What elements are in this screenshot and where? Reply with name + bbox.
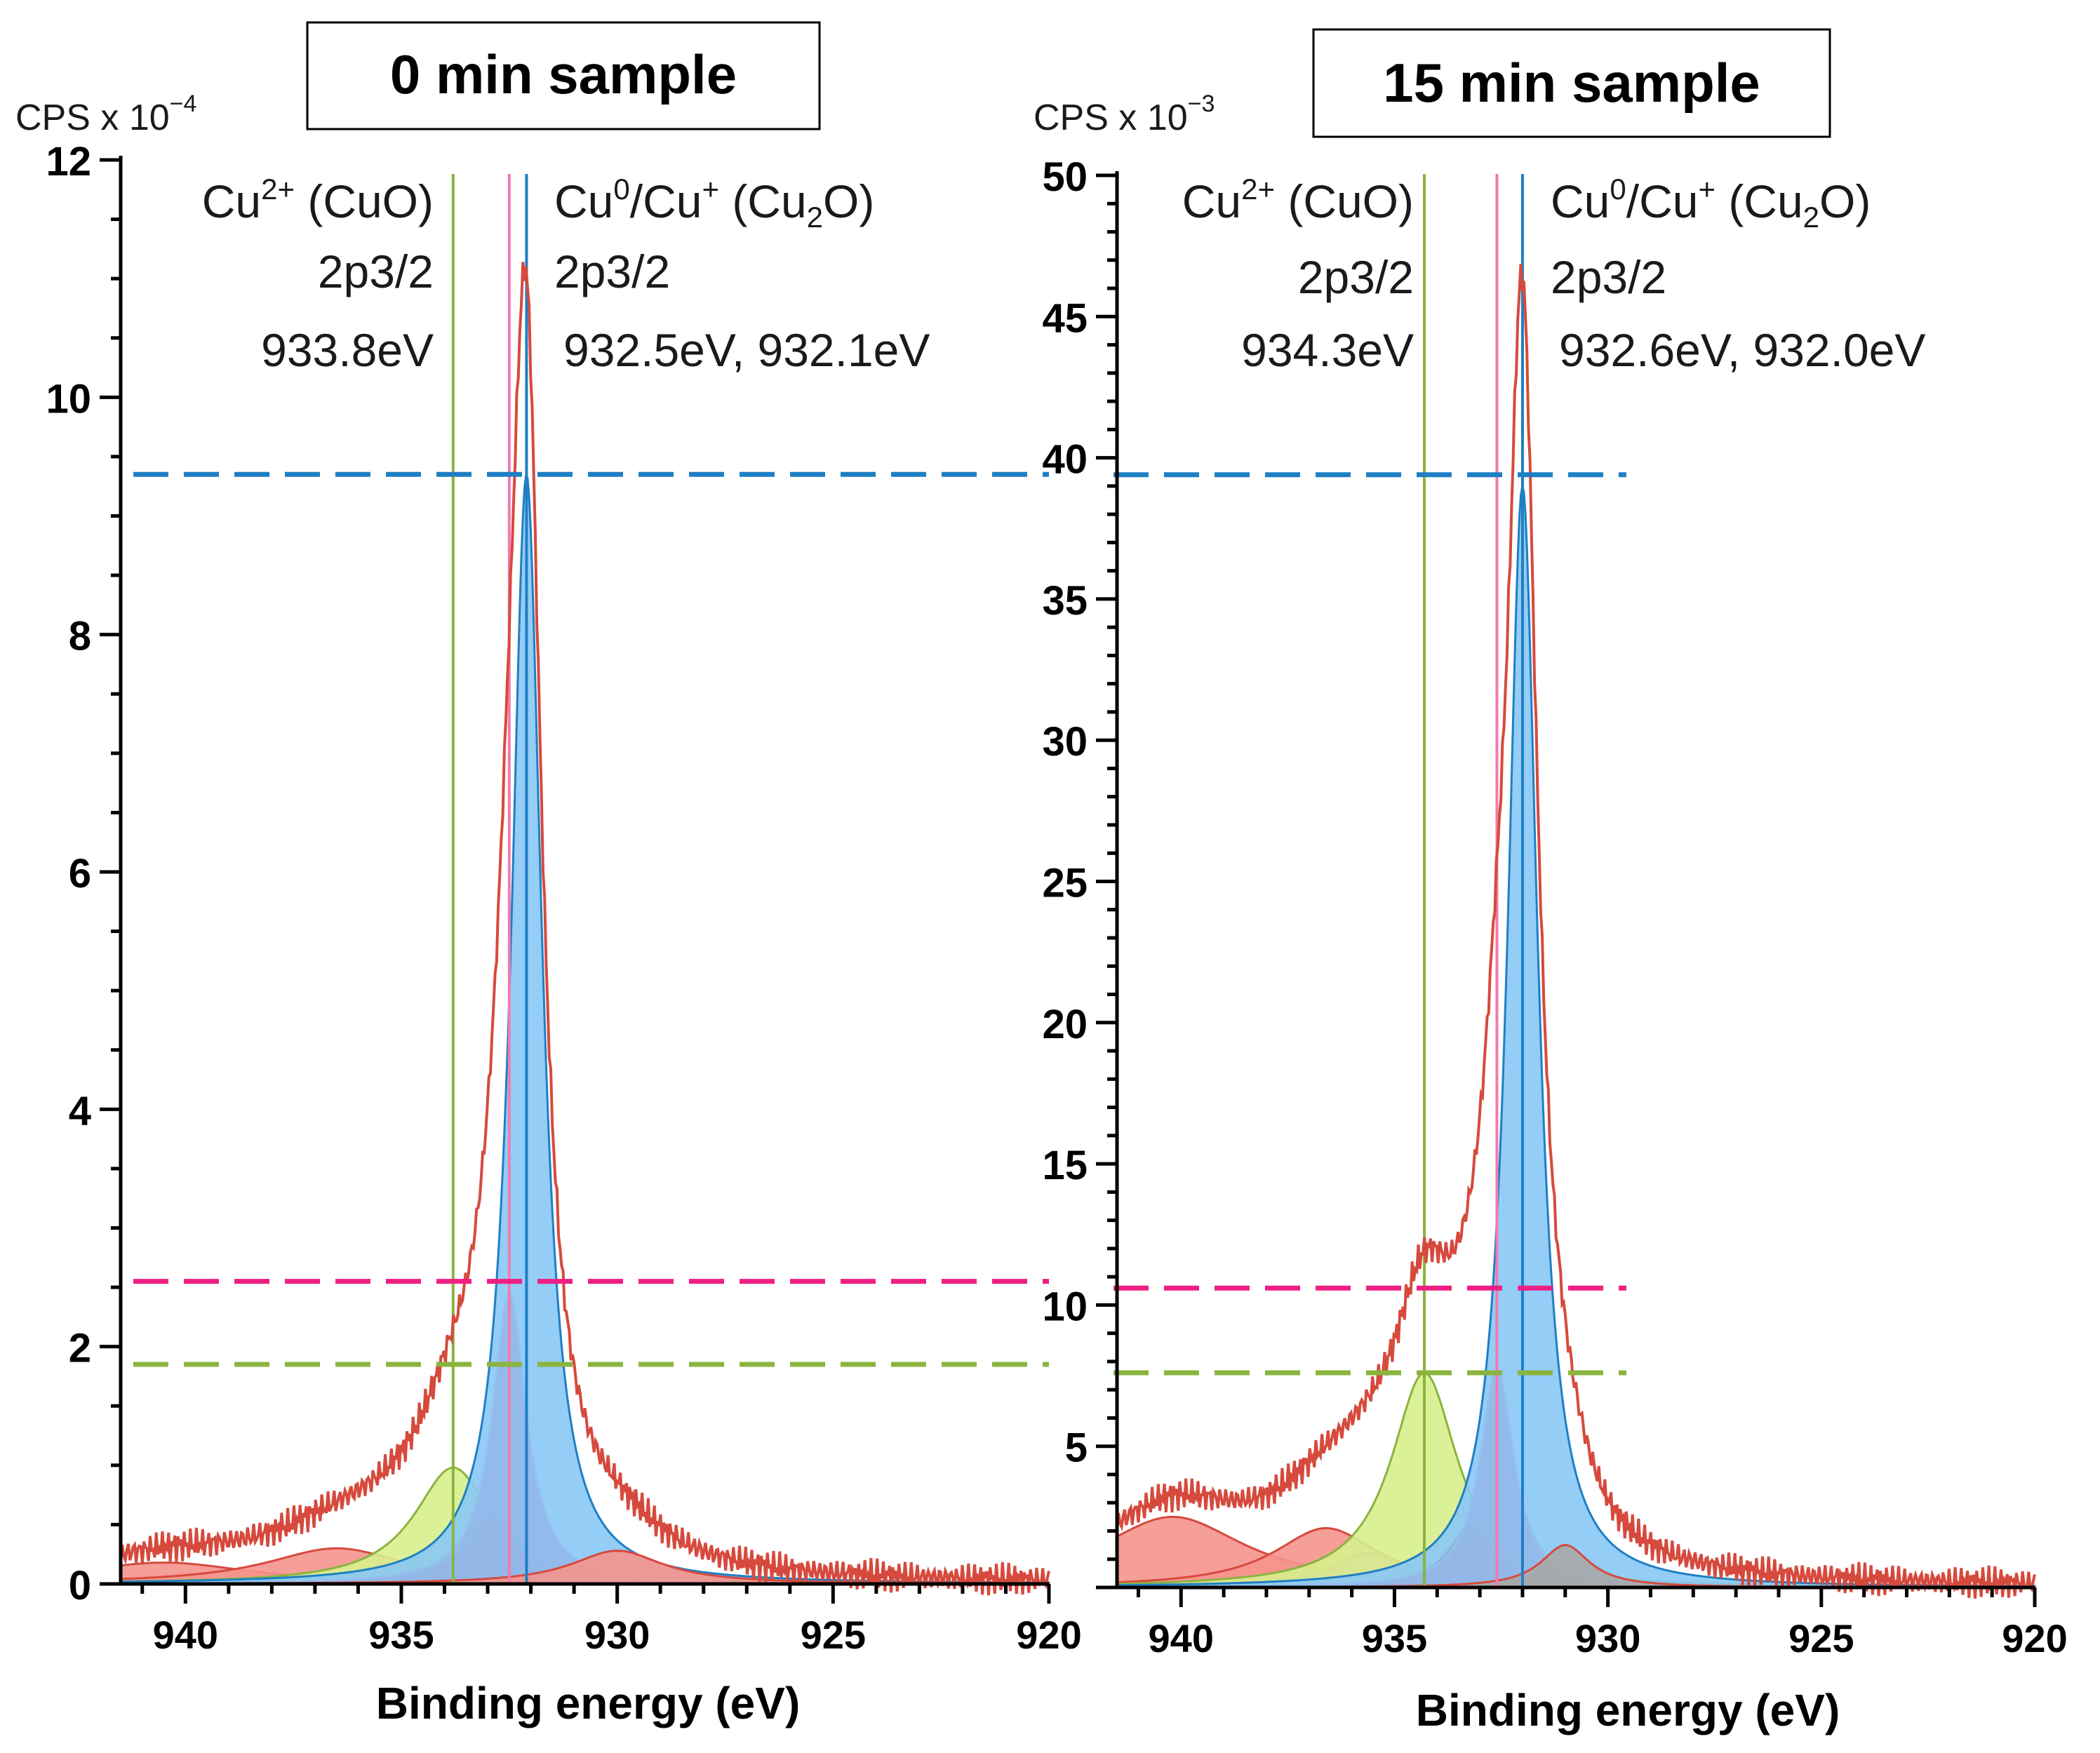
panel-0-cuo-orbital: 2p3/2 — [318, 246, 434, 297]
panel-1-cu2o-energy: 932.6eV, 932.0eV — [1559, 324, 1925, 376]
panel-0-min: 0 min sample CPS x 10−4 0 2 4 6 8 10 12 940 935 9… — [15, 21, 1082, 1728]
panel-1-x-tick-label: 920 — [2002, 1616, 2067, 1660]
panel-1-axes: 5 10 15 20 25 30 35 40 45 50 940 935 930 925 920 — [1042, 154, 2067, 1660]
panel-1-peak-Cu0 — [1116, 485, 2036, 1589]
panel-1-y-tick-label: 10 — [1042, 1284, 1088, 1329]
panel-1-cu2o-annotation: Cu0/Cu+ (Cu2O) 2p3/2 932.6eV, 932.0eV — [1551, 173, 1925, 376]
panel-0-y-tick-label: 12 — [46, 139, 91, 184]
panel-1-y-tick-label: 30 — [1042, 719, 1088, 765]
panel-1-y-tick-label: 40 — [1042, 437, 1088, 483]
panel-1-cu2o-orbital: 2p3/2 — [1551, 251, 1666, 303]
panel-0-envelope — [119, 262, 1050, 1596]
panel-1-cuo-orbital: 2p3/2 — [1298, 251, 1414, 303]
panel-1-peak-fills — [1116, 485, 2036, 1589]
panel-0-axes: 0 2 4 6 8 10 12 940 935 930 925 920 — [46, 139, 1081, 1657]
panel-0-y-tick-label: 0 — [69, 1563, 91, 1608]
panel-1-x-label: Binding energy (eV) — [1416, 1685, 1840, 1735]
panel-1-cuo-species: Cu2+ (CuO) — [1182, 173, 1414, 227]
panel-0-cu2o-annotation: Cu0/Cu+ (Cu2O) 2p3/2 932.5eV, 932.1eV — [554, 173, 930, 376]
panel-1-x-tick-label: 940 — [1149, 1616, 1214, 1660]
panel-1-cu2o-species: Cu0/Cu+ (Cu2O) — [1551, 173, 1871, 234]
panel-0-title: 0 min sample — [390, 43, 737, 105]
panel-0-x-label: Binding energy (eV) — [376, 1678, 801, 1728]
panel-1-cuo-annotation: Cu2+ (CuO) 2p3/2 934.3eV — [1182, 173, 1414, 376]
panel-1-cuo-energy: 934.3eV — [1241, 324, 1414, 376]
panel-1-y-tick-label: 45 — [1042, 295, 1088, 341]
panel-1-y-tick-label: 50 — [1042, 154, 1088, 200]
panel-0-envelope-line — [119, 262, 1050, 1596]
panel-1-threshold-lines — [1113, 472, 1626, 1376]
panel-0-threshold-lines — [133, 471, 1049, 1367]
panel-1-y-label: CPS x 10−3 — [1034, 90, 1215, 138]
panel-0-reference-lines — [451, 174, 528, 1584]
panel-1-title: 15 min sample — [1383, 52, 1760, 114]
panel-1-y-tick-label: 15 — [1042, 1143, 1088, 1188]
panel-1-x-tick-label: 930 — [1575, 1616, 1640, 1660]
panel-0-cuo-energy: 933.8eV — [261, 324, 434, 376]
panel-0-x-tick-label: 920 — [1016, 1613, 1081, 1657]
panel-1-x-tick-label: 925 — [1788, 1616, 1854, 1660]
panel-1-y-tick-label: 5 — [1065, 1425, 1088, 1471]
panel-0-x-tick-label: 930 — [584, 1613, 650, 1657]
panel-1-x-tick-label: 935 — [1362, 1616, 1427, 1660]
panel-1-y-tick-label: 25 — [1042, 861, 1088, 906]
panel-0-y-tick-label: 4 — [69, 1088, 91, 1134]
panel-0-x-tick-label: 935 — [368, 1613, 434, 1657]
panel-15-min: 15 min sample CPS x 10−3 5 10 15 20 25 30 35 40… — [1034, 28, 2068, 1735]
panel-0-x-tick-label: 940 — [153, 1613, 218, 1657]
panel-0-x-tick-label: 925 — [801, 1613, 866, 1657]
panel-0-cu2o-energy: 932.5eV, 932.1eV — [563, 324, 930, 376]
panel-0-cu2o-species: Cu0/Cu+ (Cu2O) — [554, 173, 874, 234]
panel-0-y-tick-label: 8 — [69, 614, 91, 659]
panel-0-cu2o-orbital: 2p3/2 — [554, 246, 670, 297]
panel-1-envelope-line — [1116, 264, 2036, 1599]
panel-1-y-tick-label: 35 — [1042, 578, 1088, 624]
panel-0-y-tick-label: 10 — [46, 376, 91, 422]
panel-1-envelope — [1116, 264, 2036, 1599]
panel-0-title-box — [306, 21, 821, 130]
panel-0-y-tick-label: 6 — [69, 851, 91, 896]
panel-0-y-label: CPS x 10−4 — [15, 90, 196, 138]
panel-0-y-tick-label: 2 — [69, 1326, 91, 1371]
panel-1-title-box — [1312, 28, 1831, 138]
panel-0-cuo-annotation: Cu2+ (CuO) 2p3/2 933.8eV — [202, 173, 434, 376]
panel-0-cuo-species: Cu2+ (CuO) — [202, 173, 434, 227]
panel-1-y-tick-label: 20 — [1042, 1002, 1088, 1047]
